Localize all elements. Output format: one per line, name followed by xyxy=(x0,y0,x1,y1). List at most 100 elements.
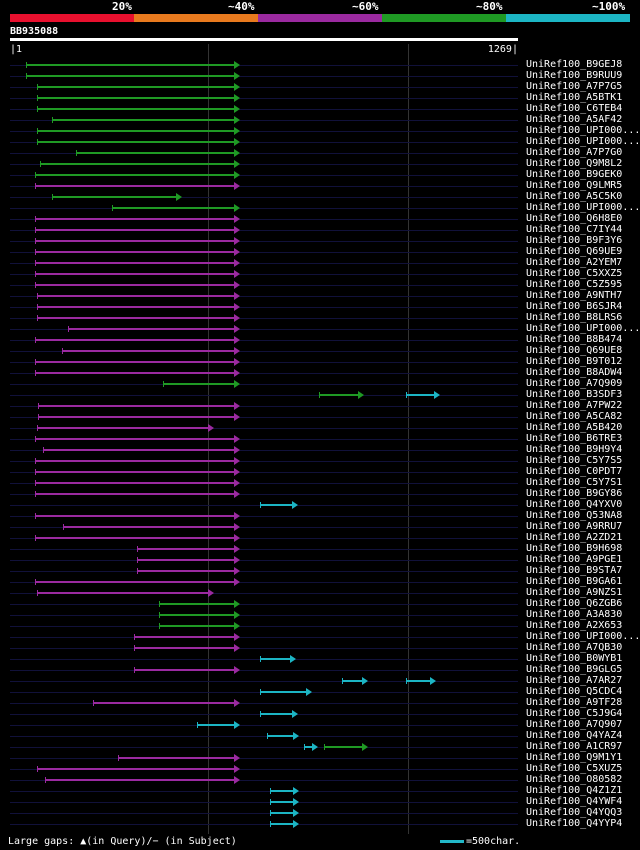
hit-label[interactable]: UniRef100_C5J9G4 xyxy=(526,708,623,719)
hit-segment[interactable] xyxy=(35,515,234,517)
hit-segment[interactable] xyxy=(35,262,234,264)
hit-label[interactable]: UniRef100_Q4YAZ4 xyxy=(526,730,623,741)
hit-segment[interactable] xyxy=(37,768,234,770)
hit-label[interactable]: UniRef100_O80582 xyxy=(526,774,623,785)
hit-label[interactable]: UniRef100_A5BTK1 xyxy=(526,92,623,103)
hit-label[interactable]: UniRef100_Q6H8E0 xyxy=(526,213,623,224)
hit-segment[interactable] xyxy=(163,383,234,385)
hit-segment[interactable] xyxy=(134,636,234,638)
hit-label[interactable]: UniRef100_UPI000... xyxy=(526,136,640,147)
hit-segment[interactable] xyxy=(35,240,234,242)
hit-label[interactable]: UniRef100_A2ZD21 xyxy=(526,532,623,543)
hit-label[interactable]: UniRef100_C0PDT7 xyxy=(526,466,623,477)
hit-label[interactable]: UniRef100_B9H9Y4 xyxy=(526,444,623,455)
hit-segment[interactable] xyxy=(118,757,234,759)
hit-segment[interactable] xyxy=(324,746,362,748)
hit-label[interactable]: UniRef100_B9GEK0 xyxy=(526,169,623,180)
hit-segment[interactable] xyxy=(35,174,234,176)
hit-segment[interactable] xyxy=(35,361,234,363)
hit-segment[interactable] xyxy=(62,350,234,352)
hit-label[interactable]: UniRef100_A7QB30 xyxy=(526,642,623,653)
hit-label[interactable]: UniRef100_B9GY86 xyxy=(526,488,623,499)
hit-label[interactable]: UniRef100_B8LRS6 xyxy=(526,312,623,323)
hit-label[interactable]: UniRef100_Q5CDC4 xyxy=(526,686,623,697)
hit-segment[interactable] xyxy=(304,746,312,748)
hit-segment[interactable] xyxy=(38,416,234,418)
hit-segment[interactable] xyxy=(63,526,234,528)
hit-label[interactable]: UniRef100_Q4Z1Z1 xyxy=(526,785,623,796)
hit-label[interactable]: UniRef100_Q4YWF4 xyxy=(526,796,623,807)
hit-segment[interactable] xyxy=(26,64,234,66)
hit-segment[interactable] xyxy=(52,119,234,121)
hit-label[interactable]: UniRef100_B6TRE3 xyxy=(526,433,623,444)
hit-segment[interactable] xyxy=(35,460,234,462)
hit-label[interactable]: UniRef100_Q69UE8 xyxy=(526,345,623,356)
hit-label[interactable]: UniRef100_A9NZS1 xyxy=(526,587,623,598)
hit-label[interactable]: UniRef100_B3SDF3 xyxy=(526,389,623,400)
hit-segment[interactable] xyxy=(40,163,234,165)
hit-segment[interactable] xyxy=(270,812,293,814)
hit-segment[interactable] xyxy=(37,295,234,297)
hit-segment[interactable] xyxy=(260,658,290,660)
hit-label[interactable]: UniRef100_A5C5K0 xyxy=(526,191,623,202)
hit-label[interactable]: UniRef100_B9GEJ8 xyxy=(526,59,623,70)
hit-segment[interactable] xyxy=(406,394,434,396)
hit-segment[interactable] xyxy=(406,680,430,682)
hit-segment[interactable] xyxy=(35,185,234,187)
hit-label[interactable]: UniRef100_B9STA7 xyxy=(526,565,623,576)
hit-segment[interactable] xyxy=(52,196,176,198)
hit-segment[interactable] xyxy=(319,394,358,396)
hit-label[interactable]: UniRef100_C6TEB4 xyxy=(526,103,623,114)
hit-segment[interactable] xyxy=(37,130,234,132)
hit-segment[interactable] xyxy=(45,779,234,781)
hit-segment[interactable] xyxy=(26,75,234,77)
hit-label[interactable]: UniRef100_Q4YYP4 xyxy=(526,818,623,829)
hit-label[interactable]: UniRef100_Q9LMR5 xyxy=(526,180,623,191)
hit-segment[interactable] xyxy=(159,603,234,605)
hit-label[interactable]: UniRef100_A2X653 xyxy=(526,620,623,631)
hit-label[interactable]: UniRef100_C5XUZ5 xyxy=(526,763,623,774)
hit-label[interactable]: UniRef100_A7P7G0 xyxy=(526,147,623,158)
hit-label[interactable]: UniRef100_Q9M8L2 xyxy=(526,158,623,169)
hit-label[interactable]: UniRef100_A1CR97 xyxy=(526,741,623,752)
hit-label[interactable]: UniRef100_A9NTH7 xyxy=(526,290,623,301)
hit-label[interactable]: UniRef100_C5Y7S5 xyxy=(526,455,623,466)
hit-label[interactable]: UniRef100_UPI000... xyxy=(526,323,640,334)
hit-label[interactable]: UniRef100_A3A830 xyxy=(526,609,623,620)
hit-label[interactable]: UniRef100_A7PW22 xyxy=(526,400,623,411)
hit-segment[interactable] xyxy=(37,141,234,143)
hit-label[interactable]: UniRef100_A7Q909 xyxy=(526,378,623,389)
hit-label[interactable]: UniRef100_A5CA82 xyxy=(526,411,623,422)
hit-segment[interactable] xyxy=(35,581,234,583)
hit-segment[interactable] xyxy=(35,251,234,253)
hit-label[interactable]: UniRef100_B8B474 xyxy=(526,334,623,345)
hit-segment[interactable] xyxy=(37,317,234,319)
hit-segment[interactable] xyxy=(342,680,362,682)
hit-label[interactable]: UniRef100_A9PGE1 xyxy=(526,554,623,565)
hit-label[interactable]: UniRef100_B0WYB1 xyxy=(526,653,623,664)
hit-segment[interactable] xyxy=(68,328,234,330)
hit-segment[interactable] xyxy=(159,614,234,616)
hit-segment[interactable] xyxy=(35,482,234,484)
hit-label[interactable]: UniRef100_C5Y7S1 xyxy=(526,477,623,488)
hit-label[interactable]: UniRef100_A9TF28 xyxy=(526,697,623,708)
hit-segment[interactable] xyxy=(134,647,234,649)
hit-segment[interactable] xyxy=(35,537,234,539)
hit-segment[interactable] xyxy=(197,724,234,726)
hit-label[interactable]: UniRef100_Q4YXV0 xyxy=(526,499,623,510)
hit-segment[interactable] xyxy=(35,339,234,341)
hit-segment[interactable] xyxy=(43,449,234,451)
hit-segment[interactable] xyxy=(35,284,234,286)
hit-label[interactable]: UniRef100_B6SJR4 xyxy=(526,301,623,312)
hit-segment[interactable] xyxy=(76,152,234,154)
hit-label[interactable]: UniRef100_A7P7G5 xyxy=(526,81,623,92)
hit-label[interactable]: UniRef100_UPI000... xyxy=(526,202,640,213)
hit-segment[interactable] xyxy=(270,790,293,792)
hit-segment[interactable] xyxy=(37,427,208,429)
hit-label[interactable]: UniRef100_A7Q907 xyxy=(526,719,623,730)
hit-segment[interactable] xyxy=(260,504,292,506)
hit-segment[interactable] xyxy=(270,823,293,825)
hit-label[interactable]: UniRef100_UPI000... xyxy=(526,125,640,136)
hit-label[interactable]: UniRef100_A9RRU7 xyxy=(526,521,623,532)
hit-label[interactable]: UniRef100_A7AR27 xyxy=(526,675,623,686)
